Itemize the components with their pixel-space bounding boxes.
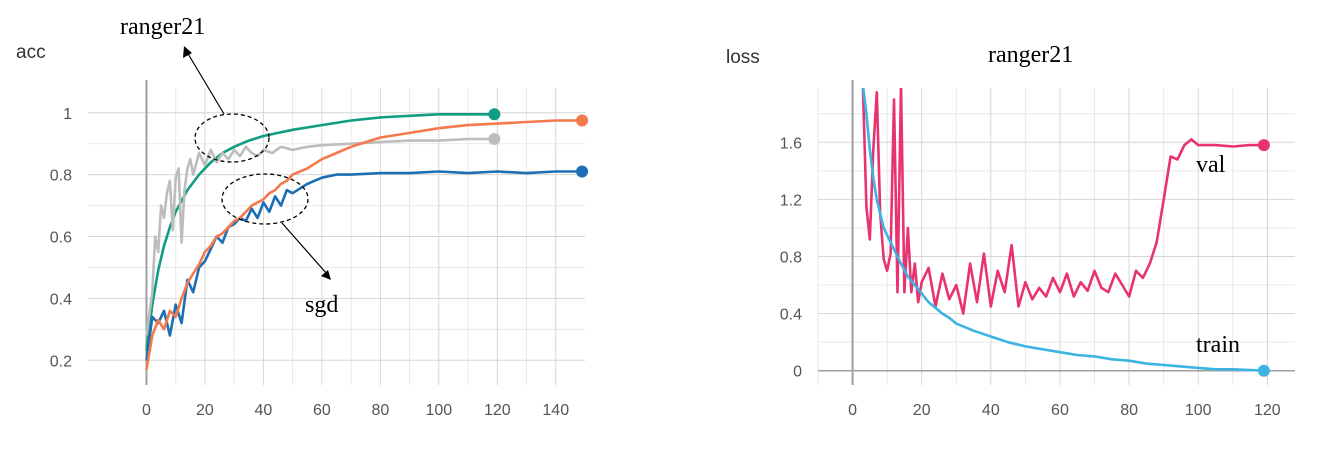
series-3-line [145,170,583,361]
y-tick-label: 0.6 [50,230,72,247]
x-tick-label: 0 [142,402,151,419]
y-tick-label: 0 [793,364,802,381]
train-annotation: train [1196,332,1240,358]
loss-chart-title: ranger21 [988,42,1073,68]
sgd-arrow [281,222,328,275]
acc-chart: acc 0 20 40 60 80 100 120 140 0.2 0.4 0.6 0.8 1 rang… [16,14,589,419]
series-1-line [145,113,495,352]
sgd-arrowhead [321,270,331,280]
ranger21-highlight-ellipse [194,113,270,163]
y-tick-label: 1.2 [780,192,802,209]
y-tick-label: 1 [63,106,72,123]
x-tick-label: 20 [196,402,214,419]
ranger21-arrow [186,51,225,115]
y-tick-label: 0.8 [50,168,72,185]
y-tick-label: 1.6 [780,135,802,152]
x-tick-label: 140 [542,402,569,419]
series-4-line [145,119,583,370]
train-line [861,88,1264,372]
ranger21-annotation: ranger21 [120,14,205,40]
x-tick-label: 0 [848,402,857,419]
y-tick-label: 0.2 [50,353,72,370]
x-tick-label: 120 [484,402,511,419]
sgd-highlight-ellipse [221,173,309,225]
loss-chart: loss ranger21 0 20 40 60 80 100 120 0 0.4 0.8 1.2 1… [726,42,1295,419]
series-1-end-marker [488,108,501,121]
val-end-marker [1257,139,1270,152]
x-tick-label: 120 [1254,402,1281,419]
y-tick-label: 0.4 [50,291,72,308]
series-4-end-marker [576,114,589,127]
x-tick-label: 80 [1120,402,1138,419]
x-tick-label: 60 [1051,402,1069,419]
x-tick-label: 100 [425,402,452,419]
loss-y-axis-label: loss [726,47,760,68]
x-tick-label: 80 [371,402,389,419]
ranger21-arrowhead [183,46,192,58]
series-3-end-marker [576,165,589,178]
x-tick-label: 100 [1185,402,1212,419]
val-annotation: val [1196,152,1226,178]
x-tick-label: 60 [313,402,331,419]
y-tick-label: 0.8 [780,249,802,266]
series-2-end-marker [488,133,501,146]
series-2-line [145,137,495,336]
sgd-annotation: sgd [305,292,338,318]
y-tick-label: 0.4 [780,307,802,324]
acc-y-axis-label: acc [16,42,46,63]
x-tick-label: 20 [913,402,931,419]
x-tick-label: 40 [255,402,273,419]
train-end-marker [1257,364,1270,377]
x-tick-label: 40 [982,402,1000,419]
